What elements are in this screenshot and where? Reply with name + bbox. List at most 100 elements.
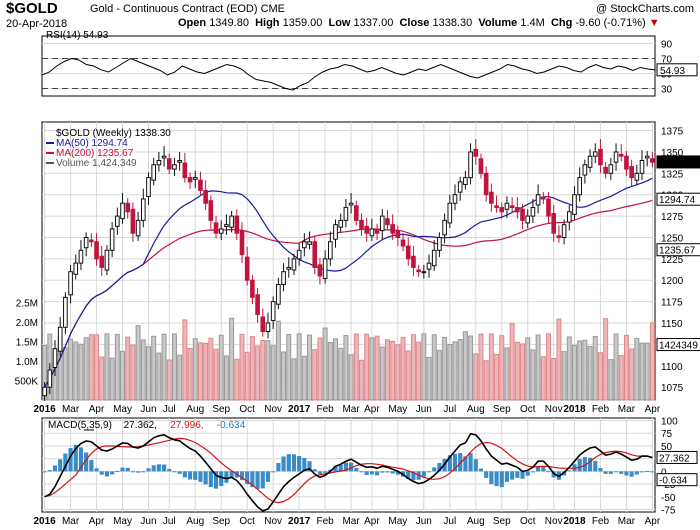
stockcharts-credit[interactable]: @ StockCharts.com xyxy=(596,3,694,15)
volume-bar xyxy=(208,337,214,401)
volume-bar xyxy=(592,335,598,401)
price-x-tick-label: Apr xyxy=(645,404,661,415)
volume-label: Volume xyxy=(478,17,518,29)
volume-bar xyxy=(197,342,203,401)
volume-bar xyxy=(333,338,338,401)
macd-histogram-bar xyxy=(146,468,151,472)
volume-last-label: 1424349 xyxy=(659,341,698,352)
macd-x-tick-label: Oct xyxy=(239,516,255,527)
volume-bar xyxy=(260,339,266,401)
candle-body xyxy=(177,159,182,163)
macd-x-tick-label: 2017 xyxy=(288,516,311,527)
candle-body xyxy=(551,213,557,234)
macd-x-tick-label: Jun xyxy=(140,516,156,527)
candle-body xyxy=(115,215,120,227)
macd-histogram-bar xyxy=(463,456,468,472)
price-x-tick-label: Mar xyxy=(342,404,360,415)
price-x-tick-label: May xyxy=(388,404,407,415)
volume-bar xyxy=(234,358,240,401)
candle-body xyxy=(478,158,484,174)
macd-histogram-bar xyxy=(73,444,78,472)
candle-body xyxy=(42,386,47,397)
volume-bar xyxy=(270,345,276,401)
candle-body xyxy=(395,230,401,238)
volume-bar xyxy=(223,355,229,401)
macd-histogram-bar xyxy=(120,467,125,472)
volume-bar xyxy=(255,345,261,401)
volume-bar xyxy=(478,333,484,401)
volume-bar xyxy=(483,360,489,401)
candle-body xyxy=(530,207,536,217)
volume-bar xyxy=(229,317,235,401)
macd-histogram-bar xyxy=(639,471,645,473)
volume-bar xyxy=(307,334,313,401)
rsi-legend: RSI(14) 54.93 xyxy=(46,30,109,41)
volume-bar xyxy=(587,345,593,401)
price-x-tick-label: Sep xyxy=(212,404,230,415)
macd-legend-item: 27.996, xyxy=(170,420,203,431)
macd-histogram-bar xyxy=(426,471,432,473)
price-legend-item: Volume 1,424,349 xyxy=(56,158,137,169)
macd-histogram-bar xyxy=(629,471,634,477)
volume-bar xyxy=(114,334,120,401)
candle-body xyxy=(509,205,515,209)
volume-bar xyxy=(421,333,427,401)
volume-bar xyxy=(468,335,474,401)
candle-body xyxy=(400,239,406,247)
candle-body xyxy=(89,239,94,243)
macd-histogram-bar xyxy=(265,471,271,482)
candle-body xyxy=(104,249,110,271)
macd-histogram-bar xyxy=(89,459,94,472)
low-label: Low xyxy=(328,17,351,29)
macd-legend-item: -0.634 xyxy=(217,420,246,431)
macd-histogram-bar xyxy=(141,471,146,473)
volume-tick-label: 2.5M xyxy=(16,299,38,310)
volume-bar xyxy=(281,351,287,401)
candle-body xyxy=(504,202,510,210)
macd-histogram-bar xyxy=(567,470,572,472)
candle-body xyxy=(146,177,151,197)
macd-histogram-bar xyxy=(219,471,224,487)
price-panel-frame xyxy=(41,121,656,401)
macd-x-tick-label: Jul xyxy=(443,516,456,527)
macd-histogram-bar xyxy=(421,471,426,477)
candle-body xyxy=(540,196,546,200)
volume-bar xyxy=(540,356,546,401)
candle-body xyxy=(260,316,266,333)
macd-histogram-bar xyxy=(515,471,520,478)
rsi-tick-label: 30 xyxy=(661,85,673,96)
candle-body xyxy=(161,155,167,159)
candle-body xyxy=(374,228,380,234)
candle-body xyxy=(140,198,146,221)
candle-body xyxy=(426,262,432,270)
volume-bar xyxy=(78,343,84,401)
volume-bar xyxy=(327,342,333,401)
macd-histogram-bar xyxy=(130,471,135,473)
rsi-panel-frame xyxy=(41,35,656,97)
volume-bar xyxy=(582,339,588,401)
candle-body xyxy=(379,215,385,232)
macd-histogram-bar xyxy=(281,456,286,472)
macd-histogram-bar xyxy=(359,471,364,473)
volume-bar xyxy=(286,333,292,401)
macd-tick-label: 100 xyxy=(661,417,678,428)
candle-body xyxy=(208,200,214,221)
candle-body xyxy=(198,179,203,191)
candle-body xyxy=(172,164,177,170)
macd-histogram-bar xyxy=(608,471,613,474)
candle-body xyxy=(629,165,634,179)
volume-bar xyxy=(572,344,577,401)
volume-bar xyxy=(566,336,572,401)
price-tick-label: 1250 xyxy=(661,233,684,244)
macd-histogram-bar xyxy=(136,471,141,473)
open-value: 1349.80 xyxy=(209,17,249,29)
macd-legend-item: 27.362, xyxy=(124,420,157,431)
candle-body xyxy=(338,219,344,228)
volume-bar xyxy=(488,333,494,401)
candle-body xyxy=(468,151,473,179)
candle-body xyxy=(265,322,271,333)
macd-histogram-bar xyxy=(104,471,110,477)
macd-histogram-bar xyxy=(182,471,187,478)
price-tick-label: 1275 xyxy=(661,212,684,223)
macd-histogram-bar xyxy=(354,467,359,472)
